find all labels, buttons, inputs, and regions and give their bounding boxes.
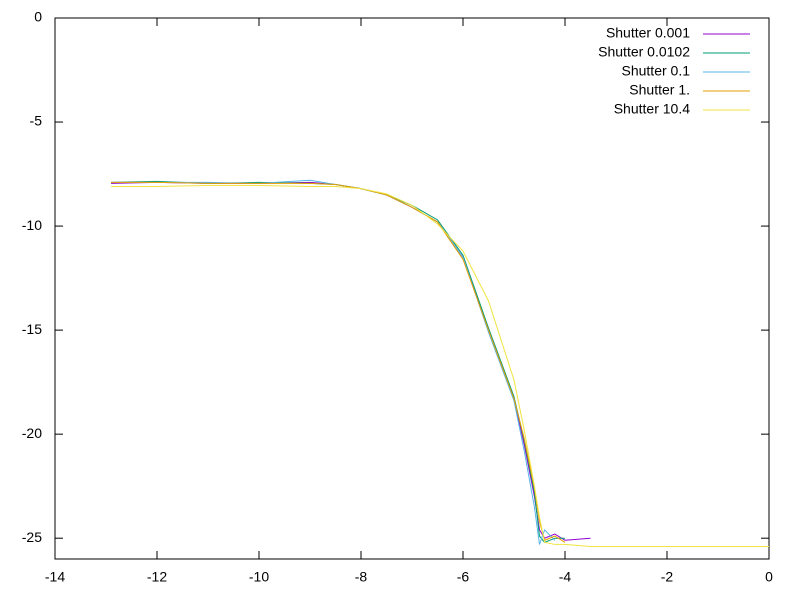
y-tick-label: -5: [30, 113, 43, 129]
series-line: [111, 181, 566, 543]
y-tick-label: -20: [22, 425, 42, 441]
x-tick-label: -12: [147, 569, 167, 585]
series-line: [111, 180, 565, 543]
x-tick-label: -14: [45, 569, 65, 585]
legend-label: Shutter 0.1: [622, 63, 691, 79]
plot-border: [54, 17, 770, 560]
series-line: [111, 181, 591, 541]
series-line: [111, 179, 556, 545]
y-tick-label: 0: [34, 9, 42, 25]
series-line: [111, 185, 769, 548]
x-tick-label: -2: [661, 569, 674, 585]
y-tick-label: -10: [22, 217, 42, 233]
x-tick-label: 0: [765, 569, 773, 585]
legend-label: Shutter 0.001: [606, 25, 690, 41]
legend-label: Shutter 1.: [629, 82, 690, 98]
x-tick-label: -6: [457, 569, 470, 585]
legend-label: Shutter 0.0102: [598, 44, 690, 60]
legend-label: Shutter 10.4: [614, 101, 690, 117]
x-tick-label: -8: [355, 569, 368, 585]
y-tick-label: -25: [22, 529, 42, 545]
x-tick-label: -4: [559, 569, 572, 585]
y-tick-label: -15: [22, 321, 42, 337]
x-tick-label: -10: [249, 569, 269, 585]
